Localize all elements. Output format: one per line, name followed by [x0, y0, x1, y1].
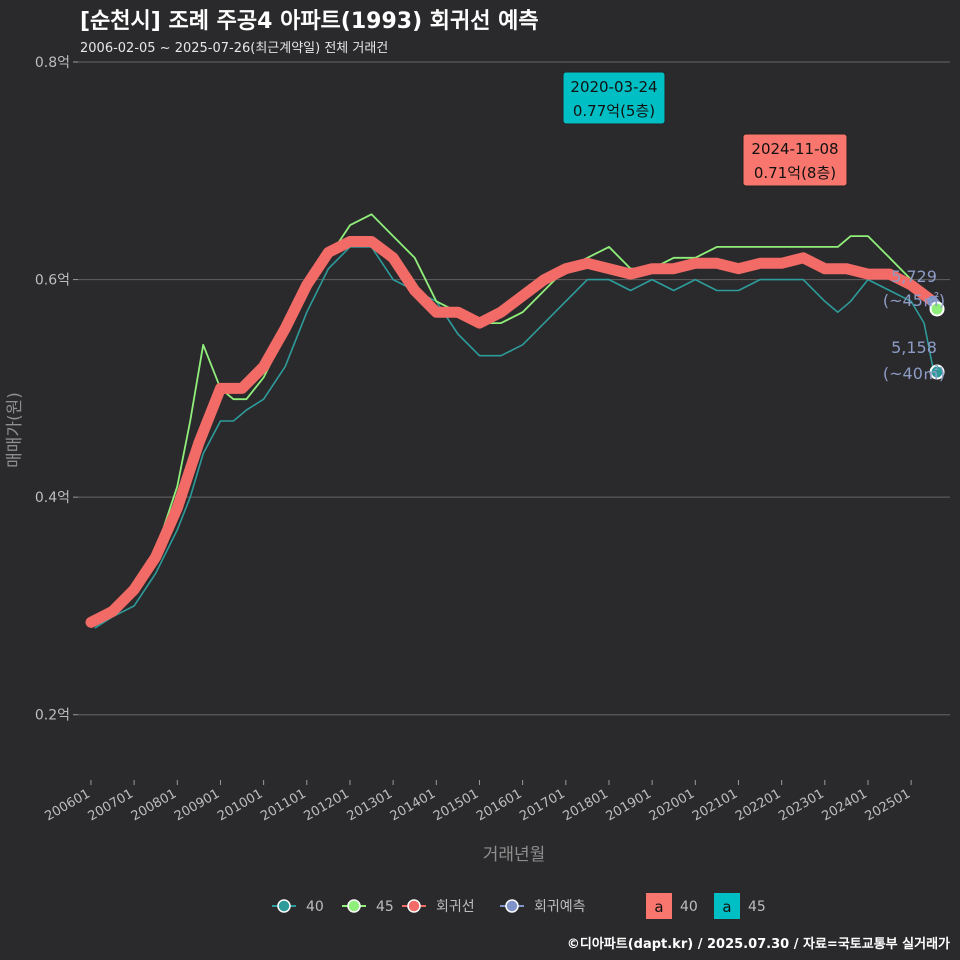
end-point-markers: 5,729 (~45㎡) 5,158 (~40㎡): [883, 267, 945, 383]
callouts: 2020-03-24 0.77억(5층) 2024-11-08 0.71억(8층): [562, 71, 848, 187]
callout-date: 2024-11-08: [751, 140, 838, 158]
callout-teal: 2020-03-24 0.77억(5층): [562, 71, 666, 125]
legend-fill-glyph: a: [722, 898, 731, 916]
legend: 40 45 회귀선 회귀예측 a 40 a 45: [272, 893, 766, 919]
series-lines: [85, 213, 943, 629]
chart-subtitle: 2006-02-05 ~ 2025-07-26(최근계약일) 전체 거래건: [80, 41, 388, 56]
y-axis-ticks: 0.2억 0.4억 0.6억 0.8억: [35, 55, 78, 724]
callout-red: 2024-11-08 0.71억(8층): [742, 133, 848, 187]
chart-title: [순천시] 조례 주공4 아파트(1993) 회귀선 예측: [80, 9, 539, 34]
y-tick-label: 0.6억: [35, 273, 70, 289]
callout-value: 0.71억(8층): [754, 164, 836, 182]
footer-credit: ©디아파트(dapt.kr) / 2025.07.30 / 자료=국토교통부 실…: [567, 936, 950, 952]
legend-fill-swatch: [646, 893, 672, 919]
callout-value: 0.77억(5층): [573, 102, 655, 120]
legend-item-forecast: 회귀예측: [500, 899, 586, 915]
end-label-value: 5,729: [891, 267, 937, 286]
callout-box: [742, 133, 848, 187]
legend-item-40: 40: [272, 899, 324, 915]
end-label-area: (~45㎡): [883, 291, 945, 310]
legend-label: 40: [306, 899, 324, 915]
legend-fill-red: a 40: [646, 893, 698, 919]
legend-item-45: 45: [342, 899, 394, 915]
end-label-area: (~40㎡): [883, 364, 945, 383]
callout-box: [562, 71, 666, 125]
legend-fill-teal: a 45: [714, 893, 766, 919]
y-tick-label: 0.4억: [35, 490, 70, 506]
legend-item-regression: 회귀선: [402, 899, 475, 915]
series-line-regression: [85, 236, 939, 628]
gridlines: [78, 61, 950, 716]
legend-label: 45: [376, 899, 394, 915]
series-line-40: [94, 246, 934, 629]
legend-fill-label: 45: [748, 899, 766, 915]
y-tick-label: 0.2억: [35, 708, 70, 724]
legend-swatch-dot: [407, 899, 421, 913]
legend-fill-swatch: [714, 893, 740, 919]
legend-swatch-dot: [277, 899, 291, 913]
legend-label: 회귀선: [436, 899, 475, 915]
x-axis-title: 거래년월: [483, 845, 546, 865]
callout-date: 2020-03-24: [570, 78, 657, 96]
legend-fill-label: 40: [680, 899, 698, 915]
y-tick-label: 0.8억: [35, 55, 70, 71]
legend-label: 회귀예측: [534, 899, 586, 915]
legend-fill-glyph: a: [654, 898, 663, 916]
y-axis-title: 매매가(원): [5, 392, 25, 468]
end-label-value: 5,158: [891, 338, 937, 357]
end-point-45: [929, 301, 945, 317]
legend-swatch-dot: [505, 899, 519, 913]
legend-swatch-dot: [347, 899, 361, 913]
end-point-40: [929, 364, 945, 380]
